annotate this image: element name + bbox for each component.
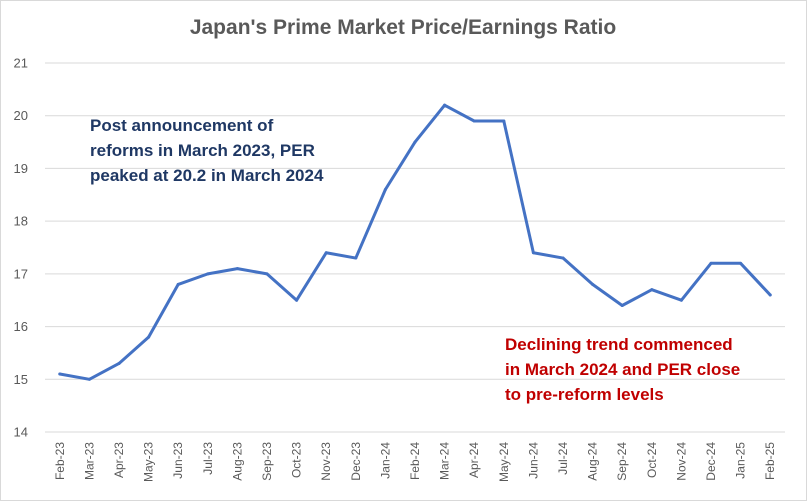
x-tick-label: Oct-24 <box>645 442 659 478</box>
data-point <box>176 282 180 286</box>
y-tick-label: 16 <box>14 319 28 334</box>
data-point <box>147 335 151 339</box>
annotation-line: Declining trend commenced <box>505 335 733 354</box>
y-axis-ticks: 14 15 16 17 18 19 20 21 <box>14 56 28 440</box>
data-point <box>472 119 476 123</box>
x-tick-label: May-24 <box>497 442 511 482</box>
x-tick-label: Aug-23 <box>230 442 244 481</box>
chart-title: Japan's Prime Market Price/Earnings Rati… <box>190 16 616 39</box>
y-tick-label: 21 <box>14 56 28 71</box>
data-point <box>206 272 210 276</box>
x-tick-label: Sep-24 <box>615 442 629 481</box>
data-point <box>620 303 624 307</box>
data-point <box>295 298 299 302</box>
annotation-line: in March 2024 and PER close <box>505 360 740 379</box>
x-tick-label: Apr-24 <box>467 442 481 478</box>
x-tick-label: Jan-25 <box>734 442 748 479</box>
data-point <box>531 251 535 255</box>
data-point <box>58 372 62 376</box>
x-tick-label: Dec-24 <box>704 442 718 481</box>
x-tick-label: Nov-24 <box>674 442 688 481</box>
data-point <box>265 272 269 276</box>
x-tick-label: Mar-23 <box>82 442 96 480</box>
annotations: Post announcement of reforms in March 202… <box>90 116 740 404</box>
data-point <box>324 251 328 255</box>
y-tick-label: 20 <box>14 108 28 123</box>
annotation-peak: Post announcement of reforms in March 202… <box>90 116 324 185</box>
gridlines <box>45 62 785 433</box>
data-point <box>502 119 506 123</box>
annotation-line: peaked at 20.2 in March 2024 <box>90 166 324 185</box>
x-tick-label: Feb-25 <box>763 442 777 480</box>
annotation-line: reforms in March 2023, PER <box>90 141 315 160</box>
y-tick-label: 19 <box>14 161 28 176</box>
data-point <box>383 188 387 192</box>
y-tick-label: 15 <box>14 372 28 387</box>
data-point <box>117 361 121 365</box>
data-point <box>235 267 239 271</box>
y-tick-label: 14 <box>14 425 28 440</box>
series-group <box>58 103 772 381</box>
x-tick-label: Jan-24 <box>378 442 392 479</box>
x-tick-label: Jun-24 <box>526 442 540 479</box>
data-point <box>354 256 358 260</box>
data-point <box>739 261 743 265</box>
data-point <box>443 103 447 107</box>
x-tick-label: Aug-24 <box>586 442 600 481</box>
x-tick-label: Apr-23 <box>112 442 126 478</box>
data-point <box>768 293 772 297</box>
x-tick-label: Nov-23 <box>319 442 333 481</box>
data-point <box>591 282 595 286</box>
x-tick-label: Jul-23 <box>201 442 215 475</box>
x-tick-label: Dec-23 <box>349 442 363 481</box>
x-axis-ticks: Feb-23 Mar-23 Apr-23 May-23 Jun-23 Jul-23 Aug-… <box>53 442 777 482</box>
annotation-line: to pre-reform levels <box>505 385 664 404</box>
x-tick-label: Oct-23 <box>290 442 304 478</box>
x-tick-label: Feb-23 <box>53 442 67 480</box>
data-point <box>650 288 654 292</box>
data-point <box>709 261 713 265</box>
x-tick-label: Jul-24 <box>556 442 570 475</box>
annotation-decline: Declining trend commenced in March 2024 a… <box>505 335 740 404</box>
y-tick-label: 17 <box>14 266 28 281</box>
data-point <box>679 298 683 302</box>
x-tick-label: Feb-24 <box>408 442 422 480</box>
data-point <box>413 140 417 144</box>
x-tick-label: Mar-24 <box>438 442 452 480</box>
x-tick-label: Jun-23 <box>171 442 185 479</box>
x-tick-label: May-23 <box>142 442 156 482</box>
data-point <box>561 256 565 260</box>
y-tick-label: 18 <box>14 214 28 229</box>
data-point <box>87 377 91 381</box>
x-tick-label: Sep-23 <box>260 442 274 481</box>
annotation-line: Post announcement of <box>90 116 274 135</box>
